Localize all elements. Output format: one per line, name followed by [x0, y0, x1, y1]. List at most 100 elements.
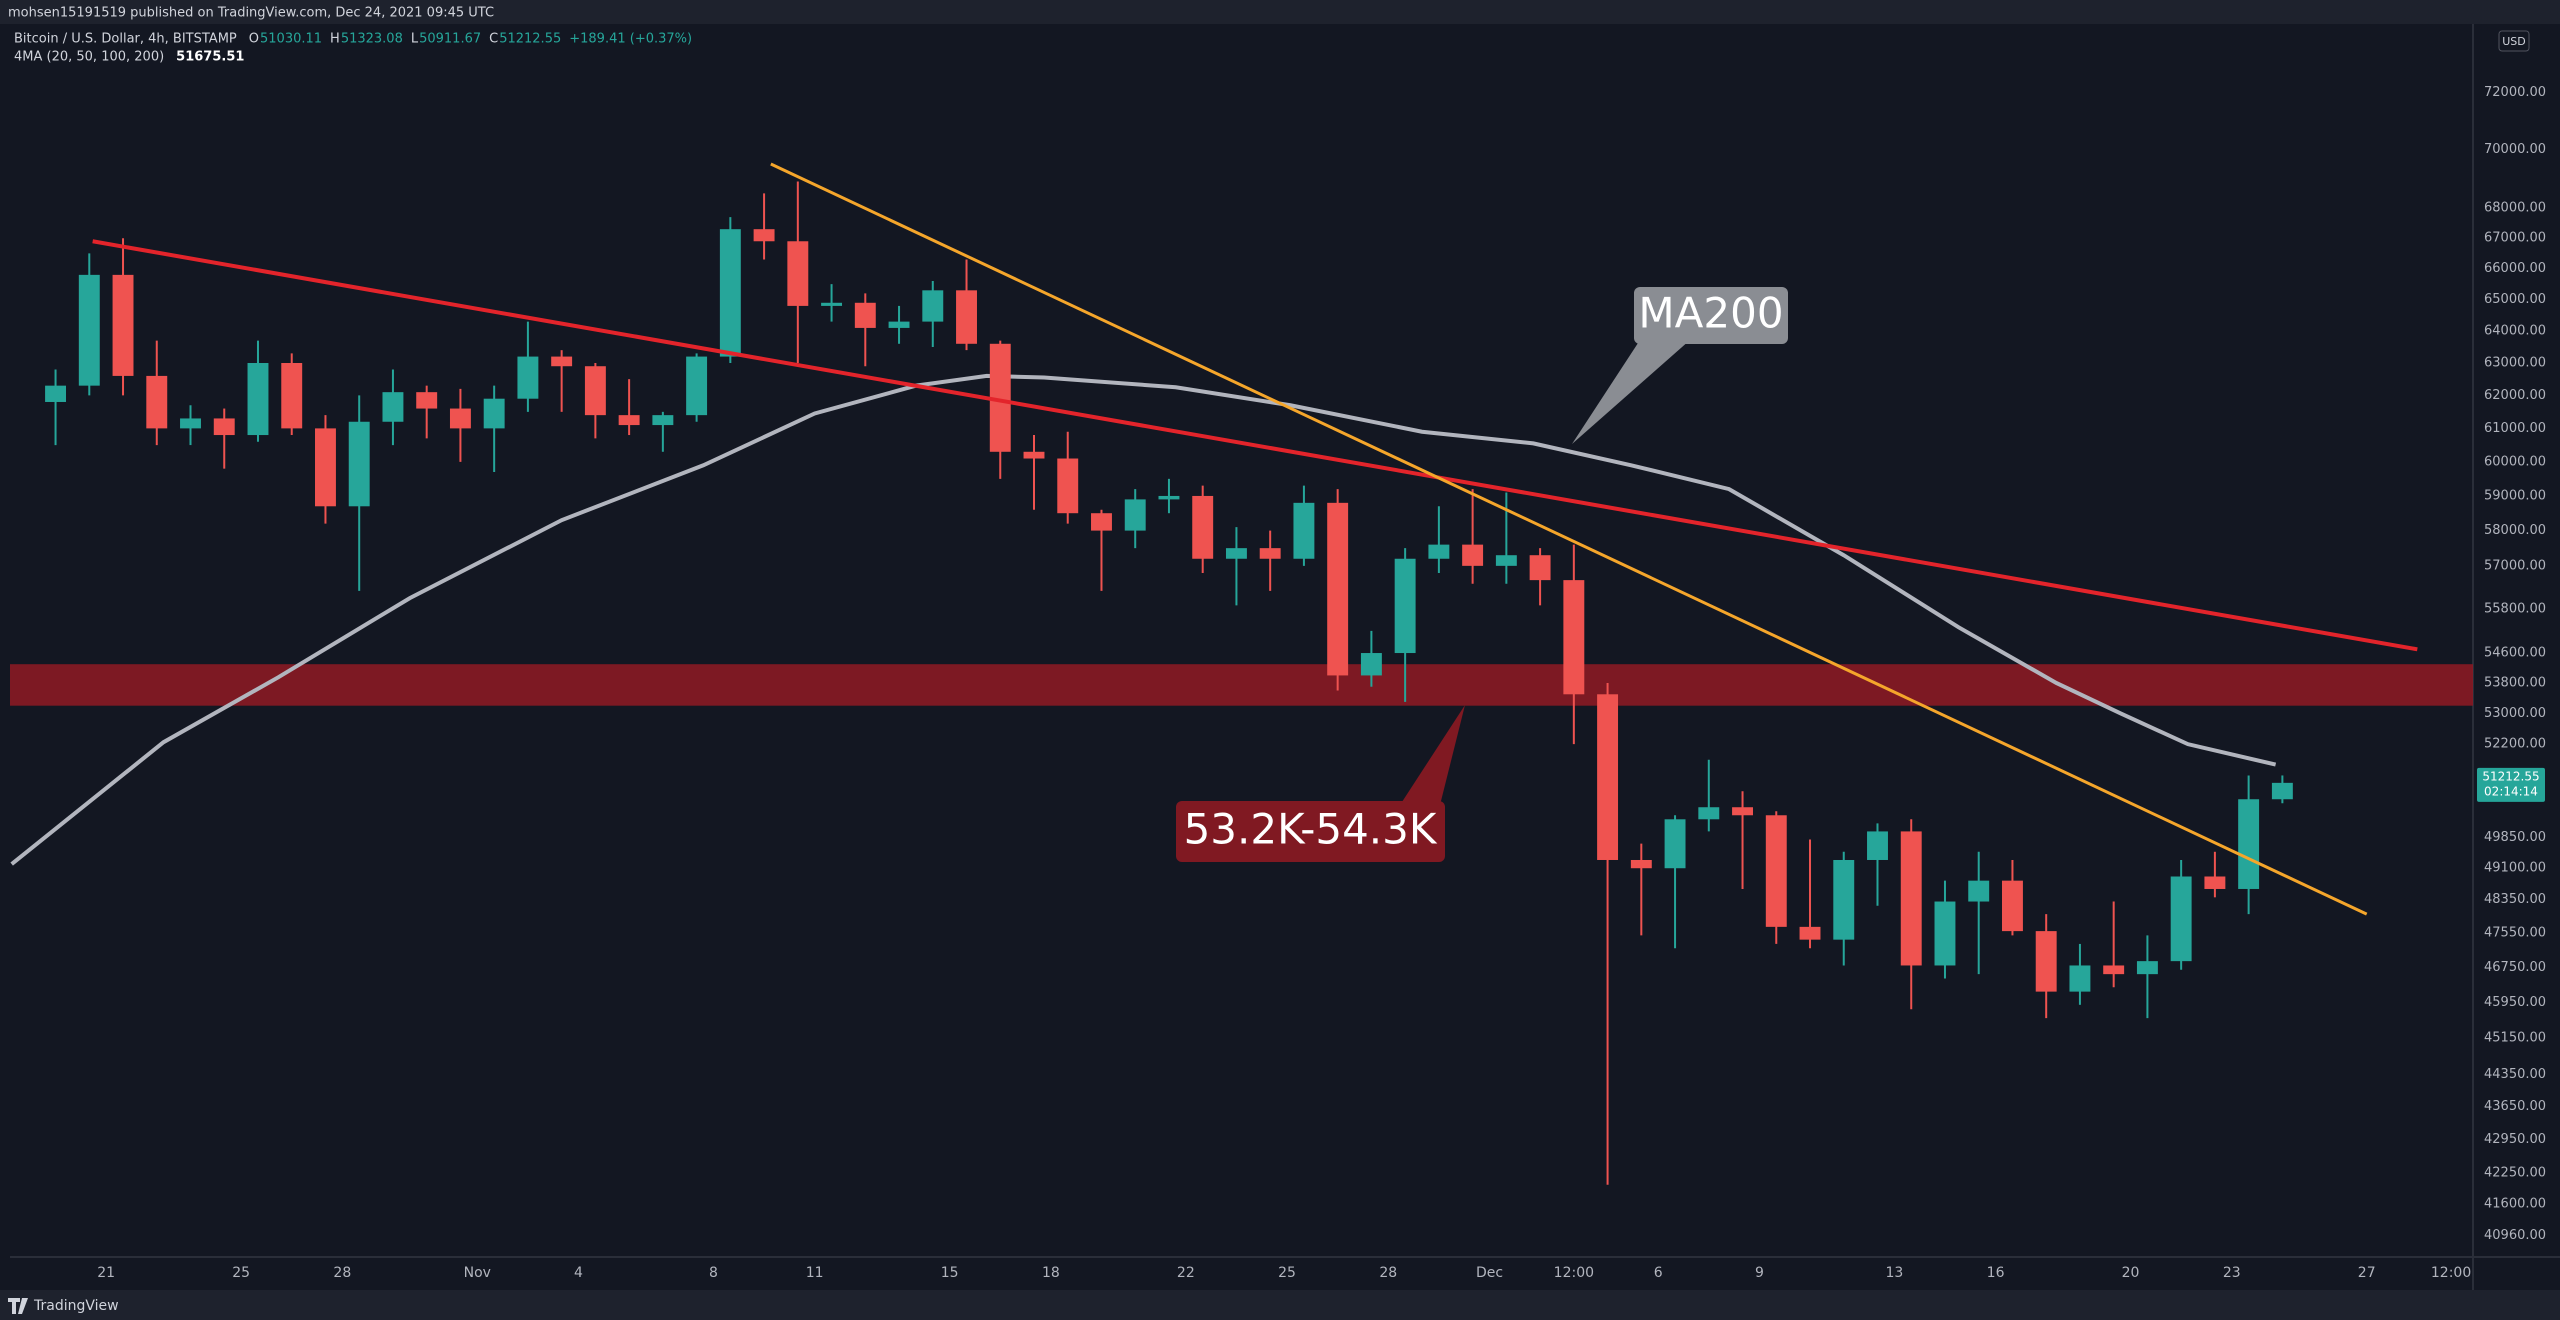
candle-body: [686, 356, 708, 416]
candle-body: [1091, 513, 1112, 531]
candle-body: [1799, 926, 1821, 940]
candle-body: [1732, 807, 1753, 816]
y-tick-label: 58000.00: [2484, 523, 2546, 538]
candle-body: [1057, 458, 1079, 514]
candle-body: [180, 418, 201, 429]
candle-body: [1428, 544, 1450, 559]
y-tick-label: 61000.00: [2484, 421, 2546, 436]
y-tick-label: 49100.00: [2484, 861, 2546, 876]
candle-body: [2238, 799, 2260, 889]
legend-text: +189.41 (+0.37%): [569, 32, 692, 47]
x-tick-label: Nov: [464, 1265, 491, 1281]
candle-body: [787, 241, 809, 306]
candle-body: [1900, 831, 1922, 966]
y-tick-label: 53000.00: [2484, 706, 2546, 721]
y-tick-label: 54600.00: [2484, 646, 2546, 661]
y-tick-label: 53800.00: [2484, 675, 2546, 690]
legend-text: C: [489, 32, 498, 47]
x-tick-label: 15: [941, 1265, 959, 1281]
candle-body: [2271, 782, 2293, 800]
x-tick-label: 6: [1654, 1265, 1663, 1281]
overlay: Bitcoin / U.S. Dollar, 4h, BITSTAMP O 5103…: [14, 30, 2546, 1281]
candle-body: [1394, 558, 1416, 654]
y-tick-label: 41600.00: [2484, 1197, 2546, 1212]
brand-logo: [8, 1298, 28, 1314]
y-tick-label: 64000.00: [2484, 324, 2546, 339]
candle-body: [416, 392, 438, 409]
candle-body: [247, 363, 269, 436]
x-tick-label: 21: [97, 1265, 115, 1281]
legend-text: 51675.51: [176, 50, 244, 65]
candle-body: [1867, 831, 1888, 860]
x-tick-label: 25: [232, 1265, 250, 1281]
candle-body: [1968, 880, 1990, 902]
candle-body: [2170, 876, 2192, 962]
y-tick-label: 65000.00: [2484, 292, 2546, 307]
candle-body: [1225, 548, 1247, 559]
candle-body: [1563, 580, 1585, 695]
candle-body: [1833, 859, 1855, 940]
callout-pointer: [1400, 705, 1465, 805]
plot-area: [10, 162, 2473, 1185]
candle-body: [1529, 555, 1551, 581]
x-tick-label: 28: [333, 1265, 351, 1281]
legend-text: 50911.67: [419, 32, 481, 47]
x-tick-label: 12:00: [2431, 1265, 2471, 1281]
candle-body: [315, 428, 336, 507]
currency: USD: [2502, 35, 2526, 48]
candle-body: [1765, 815, 1787, 927]
x-tick-label: 25: [1278, 1265, 1296, 1281]
callout-text: 53.2K-54.3K: [1184, 805, 1438, 854]
top-bar: [0, 0, 2560, 24]
y-tick-label: 52200.00: [2484, 737, 2546, 752]
candle-body: [551, 356, 573, 367]
candle-body: [382, 392, 404, 422]
x-tick-label: 27: [2358, 1265, 2376, 1281]
x-tick-label: 28: [1379, 1265, 1397, 1281]
candle-body: [821, 302, 843, 306]
candle-body: [1327, 502, 1349, 676]
candle-body: [888, 321, 910, 328]
callout-text: MA200: [1638, 289, 1783, 338]
candle-body: [922, 290, 944, 322]
x-tick-label: 9: [1755, 1265, 1764, 1281]
x-tick-label: 23: [2223, 1265, 2241, 1281]
candle-body: [348, 421, 370, 507]
y-tick-label: 44350.00: [2484, 1067, 2546, 1082]
trendline: [92, 239, 2418, 652]
candle-body: [618, 415, 640, 426]
y-tick-label: 57000.00: [2484, 558, 2546, 573]
legend-text: O: [249, 32, 259, 47]
candle-body: [1597, 694, 1619, 860]
y-tick-label: 40960.00: [2484, 1228, 2546, 1243]
candle-body: [281, 363, 303, 429]
candle-body: [1124, 499, 1146, 531]
candle-body: [213, 418, 235, 436]
candle-body: [989, 343, 1011, 452]
x-tick-label: 20: [2122, 1265, 2140, 1281]
y-tick-label: 47550.00: [2484, 926, 2546, 941]
candle-body: [652, 415, 674, 426]
y-tick-label: 68000.00: [2484, 201, 2546, 216]
x-tick-label: 18: [1042, 1265, 1060, 1281]
last-price: 51212.55: [2482, 769, 2539, 783]
candle-body: [1664, 819, 1686, 869]
y-tick-label: 42950.00: [2484, 1132, 2546, 1147]
candle-body: [719, 229, 741, 357]
y-tick-label: 66000.00: [2484, 261, 2546, 276]
candle-body: [956, 290, 977, 344]
x-tick-label: 11: [806, 1265, 824, 1281]
y-tick-label: 55800.00: [2484, 601, 2546, 616]
candle-body: [1192, 495, 1214, 559]
y-tick-label: 43650.00: [2484, 1099, 2546, 1114]
candle-body: [584, 366, 606, 416]
countdown: 02:14:14: [2484, 784, 2538, 798]
candle-body: [1023, 451, 1045, 459]
x-tick-label: 22: [1177, 1265, 1195, 1281]
y-tick-label: 45950.00: [2484, 995, 2546, 1010]
candle-body: [753, 229, 775, 242]
y-tick-label: 48350.00: [2484, 892, 2546, 907]
